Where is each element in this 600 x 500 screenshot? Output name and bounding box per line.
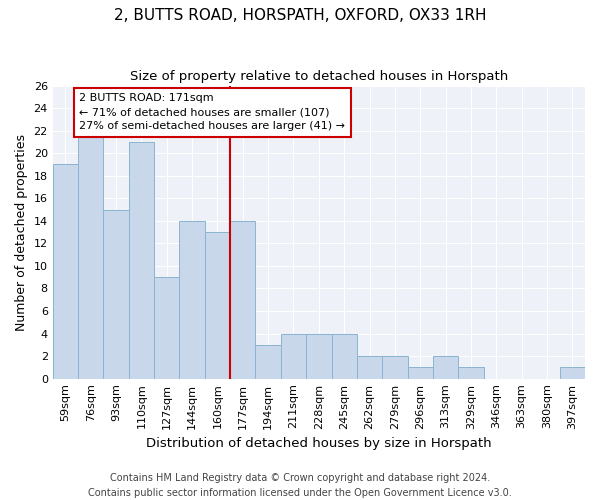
Bar	[154, 277, 179, 378]
Bar	[306, 334, 332, 378]
Bar	[382, 356, 407, 378]
Bar	[560, 368, 585, 378]
Title: Size of property relative to detached houses in Horspath: Size of property relative to detached ho…	[130, 70, 508, 83]
Text: 2, BUTTS ROAD, HORSPATH, OXFORD, OX33 1RH: 2, BUTTS ROAD, HORSPATH, OXFORD, OX33 1R…	[114, 8, 486, 22]
Bar	[332, 334, 357, 378]
Bar	[407, 368, 433, 378]
Bar	[433, 356, 458, 378]
Bar	[129, 142, 154, 378]
Y-axis label: Number of detached properties: Number of detached properties	[15, 134, 28, 330]
Bar	[78, 130, 103, 378]
Bar	[230, 221, 256, 378]
Bar	[179, 221, 205, 378]
Bar	[103, 210, 129, 378]
Bar	[256, 345, 281, 378]
Bar	[458, 368, 484, 378]
Text: Contains HM Land Registry data © Crown copyright and database right 2024.
Contai: Contains HM Land Registry data © Crown c…	[88, 472, 512, 498]
Bar	[357, 356, 382, 378]
Text: 2 BUTTS ROAD: 171sqm
← 71% of detached houses are smaller (107)
27% of semi-deta: 2 BUTTS ROAD: 171sqm ← 71% of detached h…	[79, 94, 345, 132]
Bar	[281, 334, 306, 378]
Bar	[53, 164, 78, 378]
X-axis label: Distribution of detached houses by size in Horspath: Distribution of detached houses by size …	[146, 437, 491, 450]
Bar	[205, 232, 230, 378]
